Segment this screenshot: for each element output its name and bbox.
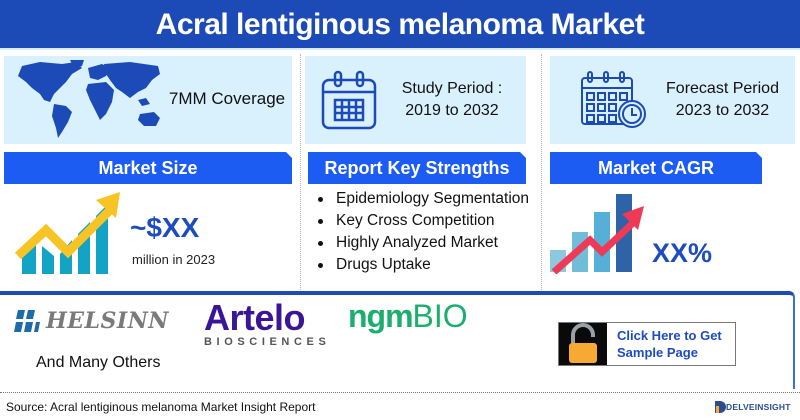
delveinsight-mark-icon: [715, 401, 726, 413]
bar-chart-arrow-icon: [550, 194, 644, 274]
market-cagr-value: XX%: [652, 238, 713, 268]
calendar-clock-icon: [581, 71, 646, 128]
sample-page-label: Click Here to Get Sample Page: [607, 323, 722, 365]
helsinn-logo: HELSINN: [14, 308, 169, 334]
coverage-label: 7MM Coverage: [168, 89, 286, 108]
list-item: Key Cross Competition: [312, 210, 529, 232]
study-period-box: Study Period : 2019 to 2032: [305, 56, 526, 144]
ngm-name: ngm: [348, 298, 414, 334]
market-size-value: ~$XX: [130, 212, 200, 243]
source-text: Source: Acral lentiginous melanoma Marke…: [6, 400, 316, 414]
artelo-logo: Artelo BIOSCIENCES: [204, 297, 331, 349]
forecast-period-range: 2023 to 2032: [675, 102, 770, 119]
column-divider: [300, 54, 301, 290]
market-cagr-heading: Market CAGR: [550, 152, 762, 184]
study-period-label: Study Period : 2019 to 2032: [387, 78, 517, 122]
key-strengths-list: Epidemiology Segmentation Key Cross Comp…: [312, 188, 529, 276]
cta-line2: Sample Page: [617, 345, 698, 360]
ngmbio-logo: ngmBIO: [348, 298, 468, 335]
delveinsight-name: DELVEINSIGHT: [726, 402, 791, 412]
page-title: Acral lentiginous melanoma Market: [0, 0, 800, 50]
cta-line1: Click Here to Get: [617, 328, 722, 343]
many-others-label: And Many Others: [36, 354, 161, 371]
study-period-title: Study Period :: [401, 80, 503, 97]
get-sample-page-button[interactable]: Click Here to Get Sample Page: [558, 322, 736, 366]
key-strengths-heading: Report Key Strengths: [308, 152, 526, 184]
companies-panel: [0, 291, 795, 389]
artelo-sub: BIOSCIENCES: [204, 336, 331, 348]
footer-divider: [0, 392, 800, 393]
forecast-period-box: Forecast Period 2023 to 2032: [550, 56, 795, 144]
helsinn-name: HELSINN: [46, 308, 169, 334]
market-size-heading: Market Size: [4, 152, 292, 184]
list-item: Drugs Uptake: [312, 254, 529, 276]
calendar-icon: [321, 70, 377, 130]
list-item: Epidemiology Segmentation: [312, 188, 529, 210]
growth-chart-arrow-icon: [14, 192, 120, 274]
forecast-period-label: Forecast Period 2023 to 2032: [655, 78, 790, 122]
column-divider: [541, 54, 542, 290]
artelo-name: Artelo: [204, 297, 306, 338]
delveinsight-logo: DELVEINSIGHT: [714, 400, 791, 414]
unlock-icon: [559, 323, 607, 365]
helsinn-mark-icon: [14, 310, 40, 332]
list-item: Highly Analyzed Market: [312, 232, 529, 254]
forecast-period-title: Forecast Period: [666, 80, 779, 97]
market-size-sub: million in 2023: [132, 252, 216, 267]
world-map-icon: [18, 60, 160, 138]
study-period-range: 2019 to 2032: [405, 102, 499, 119]
ngm-suffix: BIO: [412, 298, 468, 334]
coverage-box: 7MM Coverage: [4, 56, 292, 144]
